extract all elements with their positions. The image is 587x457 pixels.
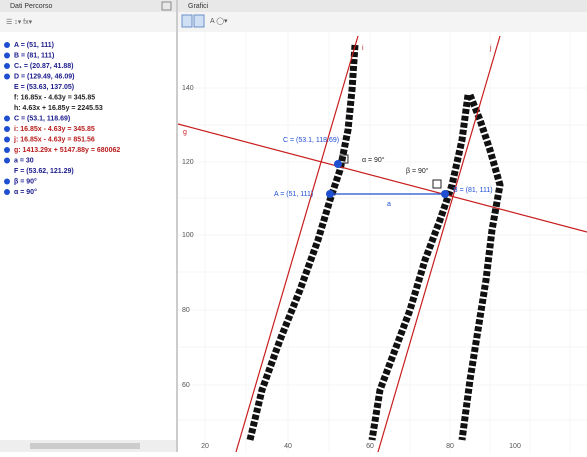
label-a: A = (51, 111): [274, 191, 313, 198]
y-tick-label: 120: [182, 159, 194, 166]
toolbar-icon[interactable]: A ◯▾: [210, 17, 228, 25]
item-text: α = 90°: [14, 188, 37, 196]
x-tick-label: 40: [284, 443, 292, 450]
toolbar-icon[interactable]: ☰ ↕▾ fx▾: [6, 19, 33, 26]
item-text: A = (51, 111): [14, 42, 54, 49]
scroll-thumb[interactable]: [30, 443, 140, 449]
item-dot: [4, 158, 10, 164]
label-b: B = (81, 111): [453, 187, 493, 194]
item-text: j: 16.85x - 4.63y = 851.56: [13, 136, 95, 143]
y-tick-label: 100: [182, 232, 194, 239]
geogebra-window: Dati Percorso ☰ ↕▾ fx▾ A = (51, 111) B = …: [0, 0, 587, 452]
item-dot: [4, 137, 10, 143]
label-segment: a: [387, 201, 391, 208]
item-dot: [4, 42, 10, 48]
item-text: h: 4.63x + 16.85y = 2245.53: [14, 105, 103, 112]
point-c[interactable]: [334, 160, 342, 168]
x-tick-label: 60: [366, 443, 374, 450]
graph-area: C = (53.1, 118.69) α = 90° β = 90° A = (…: [178, 32, 587, 452]
label-c: C = (53.1, 118.69): [283, 137, 339, 144]
x-tick-label: 100: [509, 443, 521, 450]
item-dot: [4, 63, 10, 69]
item-text: f: 16.85x - 4.63y = 345.85: [14, 94, 95, 101]
item-text: i: 16.85x - 4.63y = 345.85: [14, 126, 95, 133]
y-tick-label: 60: [182, 382, 190, 389]
label-g: g: [183, 129, 187, 136]
point-a[interactable]: [326, 190, 334, 198]
graphics-header: [178, 0, 587, 12]
label-beta: β = 90°: [406, 167, 429, 175]
item-dot: [4, 189, 10, 195]
label-alpha: α = 90°: [362, 156, 385, 164]
item-text: C₁ = (20.87, 41.88): [14, 63, 74, 70]
item-text: g: 1413.29x + 5147.88y = 680062: [14, 147, 120, 154]
x-tick-label: 20: [201, 443, 209, 450]
item-dot: [4, 179, 10, 185]
x-tick-label: 80: [446, 443, 454, 450]
item-text: C = (53.1, 118.69): [14, 115, 70, 122]
divider: [176, 0, 178, 452]
toolbar-button[interactable]: [194, 15, 204, 27]
item-text: D = (129.49, 46.09): [14, 73, 75, 80]
item-dot: [4, 53, 10, 59]
item-dot: [4, 116, 10, 122]
item-dot: [4, 147, 10, 153]
item-text: B = (81, 111): [14, 52, 54, 59]
graphics-toolbar: [178, 12, 587, 32]
y-tick-label: 80: [182, 307, 190, 314]
item-text: a = 30: [14, 157, 34, 164]
algebra-title: Dati Percorso: [10, 3, 53, 10]
y-tick-label: 140: [182, 85, 194, 92]
item-dot: [4, 74, 10, 80]
point-b[interactable]: [441, 190, 449, 198]
toolbar-button[interactable]: [182, 15, 192, 27]
item-text: β = 90°: [14, 177, 37, 185]
canvas: [178, 32, 587, 452]
item-dot: [4, 126, 10, 132]
item-text: F = (53.62, 121.29): [14, 168, 74, 175]
item-text: E = (53.63, 137.05): [14, 84, 74, 91]
graphics-title: Grafici: [188, 3, 209, 10]
label-j: j: [489, 45, 492, 52]
